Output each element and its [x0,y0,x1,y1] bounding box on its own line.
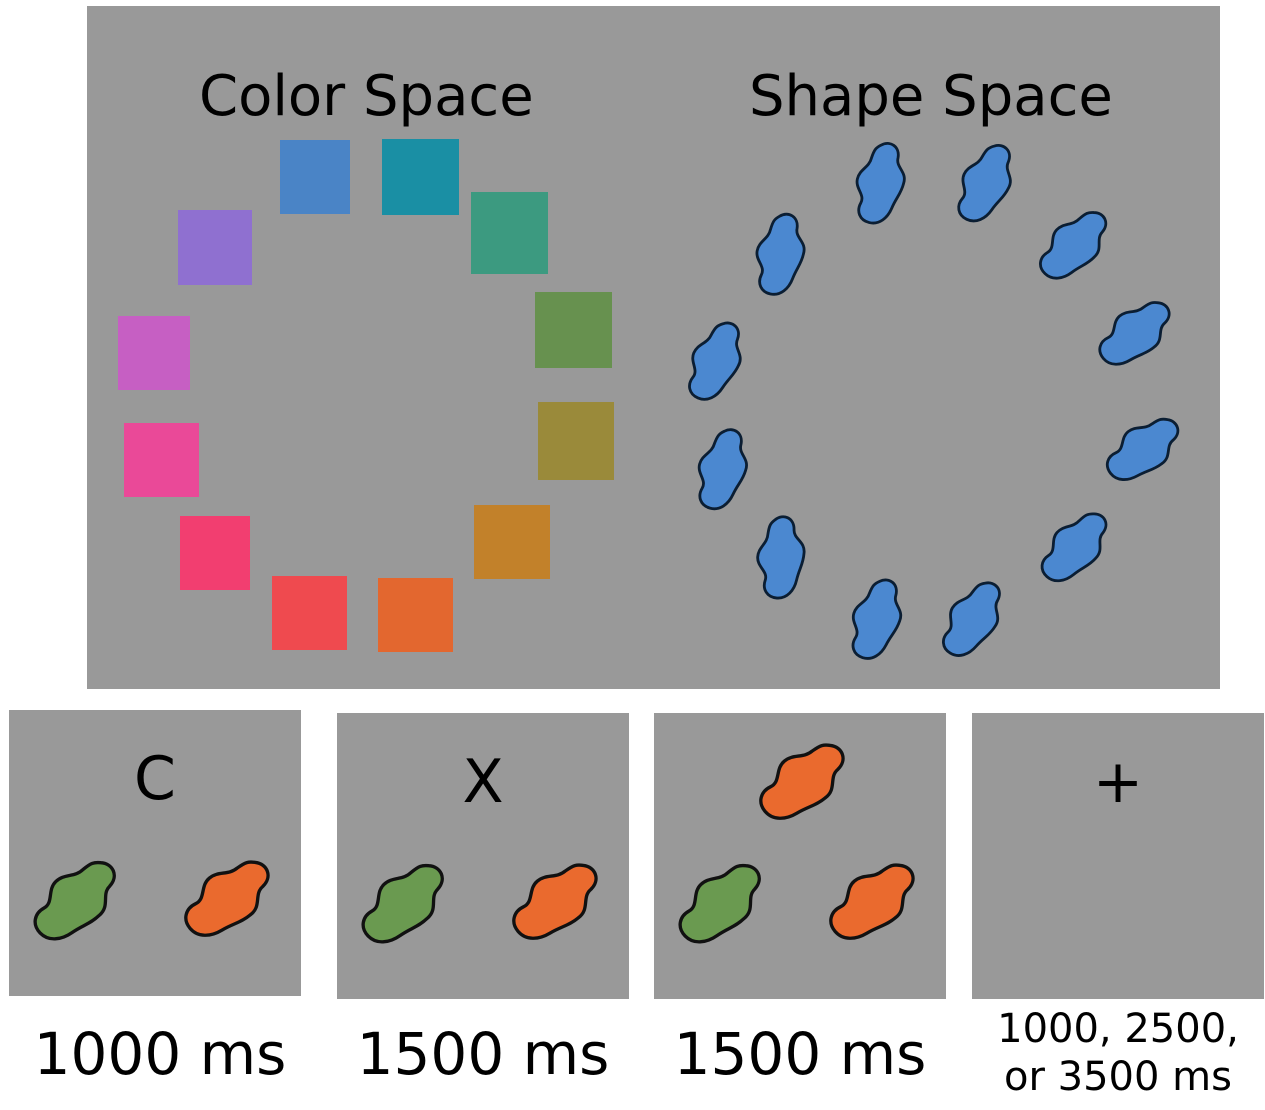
color-swatch [124,423,199,497]
shape-stimulus [845,136,917,233]
orange-shape-stimulus [170,837,288,963]
cue-letter-x: X [462,747,504,817]
cue-letter-c: C [134,744,176,814]
color-space-title: Color Space [199,64,534,129]
duration-label-4-line-1: 1000, 2500, [997,1006,1239,1052]
shape-stimulus [744,206,819,305]
duration-label-2: 1500 ms [356,1020,610,1088]
shape-space-title: Shape Space [749,64,1113,129]
color-swatch [118,316,190,390]
duration-label-3: 1500 ms [673,1020,927,1088]
shape-stimulus [844,574,910,668]
shape-stimulus [936,571,1011,670]
duration-label-4: 1000, 2500, or 3500 ms [972,1005,1264,1101]
trial-panel-2: X [337,713,629,999]
duration-label-4-line-2: or 3500 ms [1004,1054,1232,1100]
color-swatch [474,505,550,579]
duration-label-1: 1000 ms [33,1020,287,1088]
probe-shape-stimulus [745,720,863,846]
shape-stimulus [1087,281,1182,389]
orange-shape-stimulus [815,840,933,966]
trial-panel-1: C [9,710,301,996]
shape-stimulus [684,317,747,409]
green-shape-stimulus [20,840,134,964]
shape-stimulus [688,423,757,519]
shape-stimulus [1095,397,1192,505]
trial-panel-4: + [972,713,1264,999]
stimulus-space-panel: Color Space Shape Space [87,6,1220,689]
trial-panel-3 [654,713,946,999]
color-swatch [471,192,548,274]
color-swatch [180,516,250,590]
color-swatch [535,292,612,368]
shape-stimulus [953,138,1019,232]
shape-stimulus [1031,496,1118,601]
green-shape-stimulus [348,843,462,967]
color-swatch [178,210,252,285]
fixation-cross: + [1092,747,1144,817]
color-swatch [382,139,459,215]
color-swatch [538,402,614,480]
green-shape-stimulus [665,843,779,967]
shape-stimulus [1029,194,1118,300]
color-swatch [378,578,453,652]
orange-shape-stimulus [498,840,616,966]
color-swatch [280,140,350,214]
color-swatch [272,576,347,650]
shape-stimulus [740,507,825,611]
